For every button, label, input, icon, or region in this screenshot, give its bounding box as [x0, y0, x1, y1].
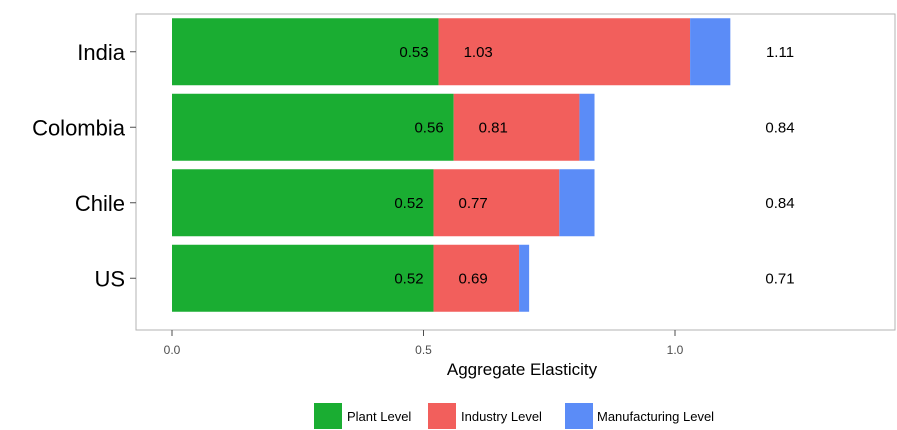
legend-swatch-industry-level: [428, 403, 456, 429]
bar-chile-plant-level: [172, 169, 434, 237]
x-tick-label-1: 0.5: [415, 343, 432, 357]
legend-label-manufacturing-level: Manufacturing Level: [597, 409, 714, 424]
label-plant-us: 0.52: [394, 270, 423, 287]
x-axis: 0.0 0.5 1.0: [164, 330, 684, 357]
label-plant-india: 0.53: [399, 44, 428, 61]
x-axis-title: Aggregate Elasticity: [447, 360, 598, 379]
bar-us-plant-level: [172, 244, 434, 312]
x-tick-label-2: 1.0: [667, 343, 684, 357]
bar-us-manufacturing-level: [519, 244, 530, 312]
value-labels-layer: 0.53 1.03 1.11 0.56 0.81 0.84 0.52 0.77 0.84 0.52…: [394, 44, 794, 288]
label-industry-us: 0.69: [459, 270, 488, 287]
bar-us-industry-level: [433, 244, 520, 312]
label-plant-colombia: 0.56: [414, 119, 443, 136]
label-total-us: 0.71: [765, 270, 794, 287]
category-label-india: India: [77, 40, 125, 65]
label-total-india: 1.11: [766, 44, 794, 61]
bar-india-plant-level: [172, 18, 439, 86]
label-total-chile: 0.84: [765, 195, 794, 212]
bar-india-industry-level: [438, 18, 691, 86]
category-label-us: US: [94, 266, 125, 291]
legend-label-industry-level: Industry Level: [461, 409, 542, 424]
legend-label-plant-level: Plant Level: [347, 409, 411, 424]
label-plant-chile: 0.52: [394, 195, 423, 212]
bar-colombia-plant-level: [172, 93, 454, 161]
bar-chile-industry-level: [433, 169, 560, 237]
label-industry-india: 1.03: [464, 44, 493, 61]
legend-swatch-manufacturing-level: [565, 403, 593, 429]
bars-layer: [172, 18, 731, 312]
label-total-colombia: 0.84: [765, 119, 794, 136]
bar-chile-manufacturing-level: [559, 169, 595, 237]
bar-colombia-manufacturing-level: [579, 93, 595, 161]
label-industry-chile: 0.77: [459, 195, 488, 212]
bar-colombia-industry-level: [453, 93, 580, 161]
category-label-colombia: Colombia: [32, 115, 126, 140]
category-label-chile: Chile: [75, 191, 125, 216]
x-tick-label-0: 0.0: [164, 343, 181, 357]
legend: Plant Level Industry Level Manufacturing L…: [314, 403, 714, 429]
category-axis: India Colombia Chile US: [32, 40, 136, 291]
legend-swatch-plant-level: [314, 403, 342, 429]
bar-india-manufacturing-level: [690, 18, 731, 86]
label-industry-colombia: 0.81: [479, 119, 508, 136]
